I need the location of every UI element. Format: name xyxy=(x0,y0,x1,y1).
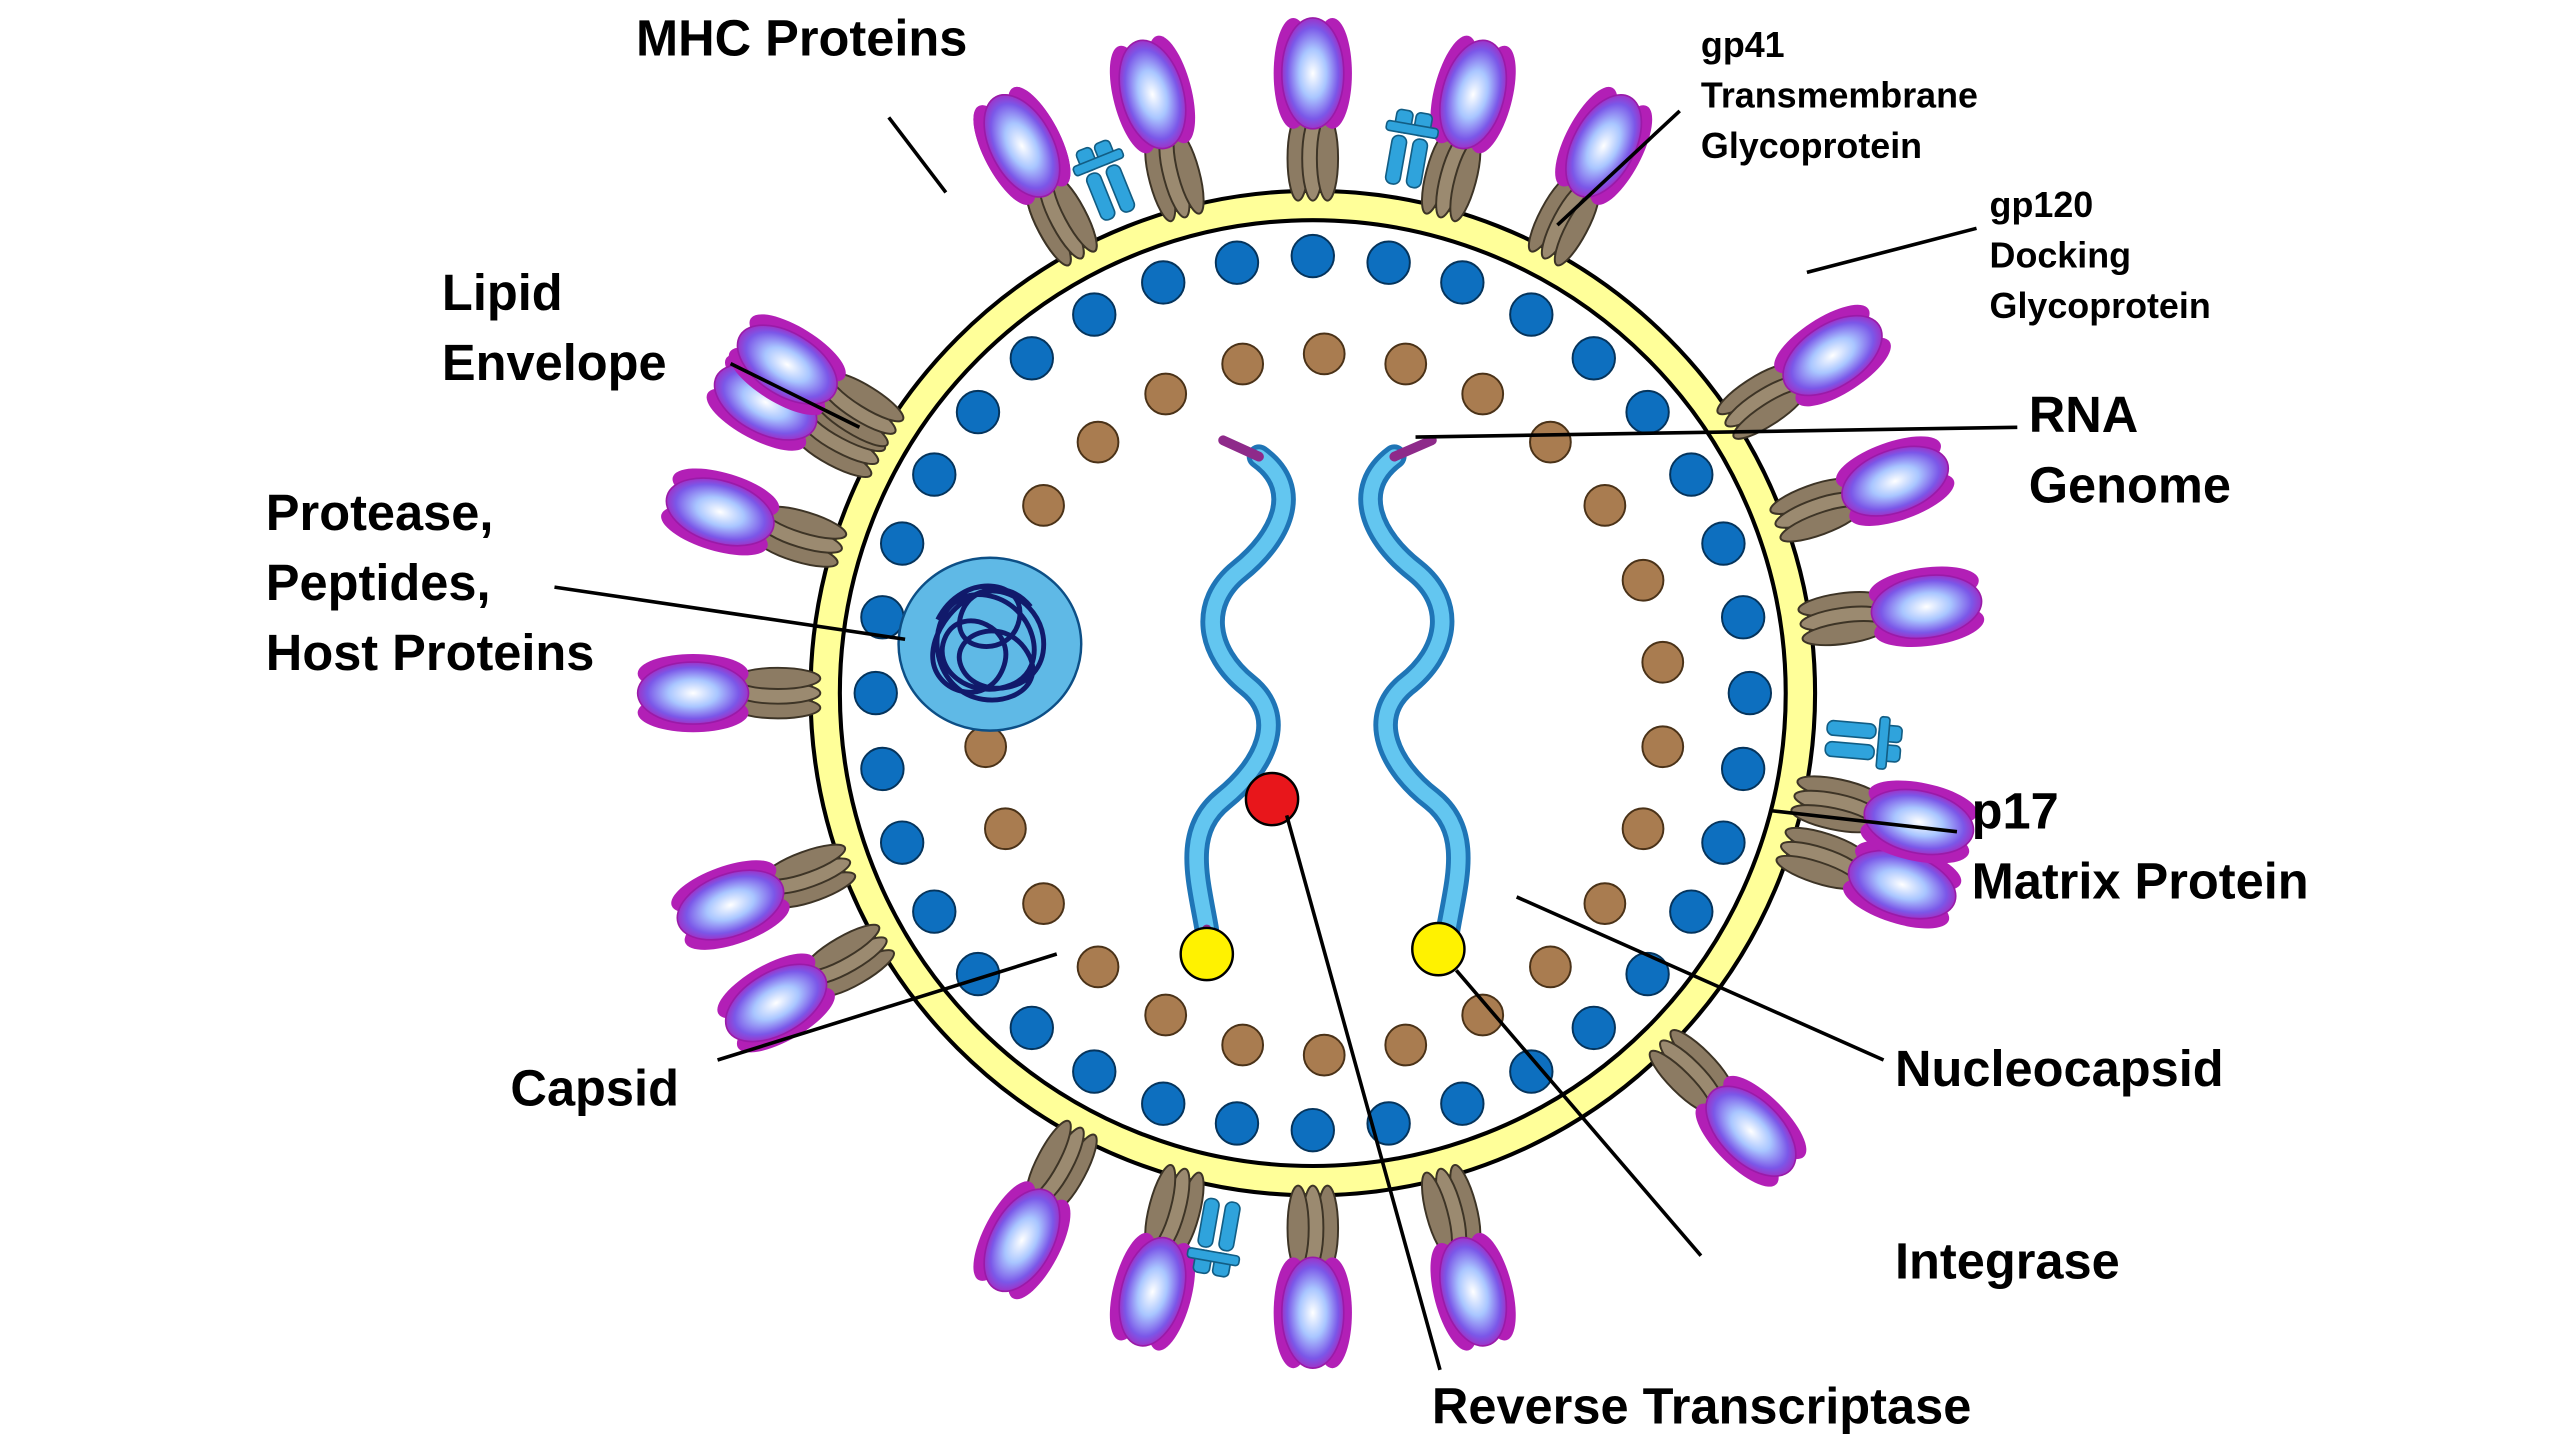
capsid-protein-dot xyxy=(1221,1023,1265,1067)
capsid-protein-dot xyxy=(1302,1033,1346,1077)
matrix-protein-dot xyxy=(1366,240,1411,285)
matrix-protein-dot xyxy=(860,746,905,792)
gp-spike xyxy=(1508,77,1666,278)
capsid-protein-dot xyxy=(1022,882,1065,925)
capsid-protein-dot xyxy=(1583,882,1627,925)
gp-spike xyxy=(1272,16,1353,202)
matrix-protein-dot xyxy=(1571,1005,1616,1051)
capsid-protein-dot xyxy=(1144,372,1188,416)
label-nucleocapsid: Nucleocapsid xyxy=(1895,1040,2224,1097)
matrix-protein-dot xyxy=(1141,260,1186,305)
capsid-protein-dot xyxy=(1641,725,1685,769)
matrix-protein-dot xyxy=(1214,240,1260,285)
matrix-protein-dot xyxy=(955,951,1001,997)
matrix-protein-dot xyxy=(1727,670,1773,716)
integrase-enzyme-right xyxy=(1411,921,1466,977)
capsid-protein-dot xyxy=(1076,945,1120,989)
matrix-protein-dot xyxy=(1701,820,1746,865)
matrix-protein-dot xyxy=(1669,452,1714,497)
capsid-protein-dot xyxy=(1144,993,1188,1037)
label-reverse-transcriptase: Reverse Transcriptase xyxy=(1432,1378,1972,1435)
label-protease: Protease, Peptides, Host Proteins xyxy=(266,484,595,681)
capsid-protein-dot xyxy=(1583,484,1627,527)
mhc-protein xyxy=(1823,711,1905,772)
capsid-protein-dot xyxy=(984,807,1027,851)
gp-spike xyxy=(1401,1157,1527,1357)
label-integrase: Integrase xyxy=(1895,1233,2120,1290)
matrix-protein-dot xyxy=(1214,1101,1260,1146)
gp-spike xyxy=(1794,559,1988,665)
integrase-enzyme-left xyxy=(1179,926,1235,982)
gp-spike xyxy=(654,457,855,588)
capsid-protein-dot xyxy=(964,725,1008,769)
label-mhc-proteins: MHC Proteins xyxy=(636,9,967,66)
capsid-protein-dot xyxy=(1022,484,1065,527)
capsid-protein-dot xyxy=(1076,420,1120,464)
matrix-protein-dot xyxy=(1290,233,1335,279)
matrix-protein-dot xyxy=(1141,1081,1186,1126)
matrix-protein-dot xyxy=(879,521,925,566)
matrix-protein-dot xyxy=(1440,260,1485,305)
matrix-protein-dot xyxy=(912,889,957,934)
capsid-protein-dot xyxy=(1302,332,1346,376)
reverse-transcriptase-enzyme xyxy=(1244,771,1300,827)
matrix-protein-dot xyxy=(1290,1107,1335,1153)
matrix-protein-dot xyxy=(955,389,1001,435)
capsid-protein-dot xyxy=(1461,372,1505,416)
capsid-protein-dot xyxy=(1529,945,1572,989)
capsid-protein-dot xyxy=(1221,342,1265,386)
matrix-protein-dot xyxy=(853,670,898,716)
capsid-protein-dot xyxy=(1384,342,1428,386)
matrix-protein-dot xyxy=(1009,1005,1054,1051)
leader-lines xyxy=(554,109,2018,1371)
label-lipid-envelope: Lipid Envelope xyxy=(442,264,667,391)
capsid-protein-dot xyxy=(1461,993,1505,1037)
matrix-protein-dot xyxy=(1701,521,1746,566)
capsid-protein-dot xyxy=(1641,640,1685,684)
capsid-protein-dot xyxy=(1621,807,1665,851)
capsid-protein-dot xyxy=(1529,420,1572,464)
matrix-protein-dot xyxy=(1509,1049,1554,1094)
matrix-protein-dot xyxy=(1072,1049,1117,1094)
label-gp41: gp41 Transmembrane Glycoprotein xyxy=(1701,25,1988,166)
matrix-protein-dot xyxy=(1720,746,1766,792)
gp-spike xyxy=(636,652,822,734)
matrix-protein-dot xyxy=(1509,292,1554,337)
matrix-protein-dot xyxy=(1072,292,1117,337)
matrix-protein-dot xyxy=(1009,336,1054,381)
label-p17-matrix: p17 Matrix Protein xyxy=(1972,782,2309,909)
gp-spike xyxy=(1272,1184,1353,1370)
matrix-protein-dot xyxy=(912,452,957,497)
matrix-protein-dot xyxy=(879,820,925,865)
matrix-protein-dot xyxy=(1366,1101,1411,1146)
gp-spike xyxy=(1632,1012,1819,1200)
matrix-protein-dot xyxy=(1625,389,1670,435)
p17-matrix-proteins xyxy=(853,233,1773,1153)
matrix-protein-dot xyxy=(1720,595,1766,640)
gp-spike xyxy=(1761,424,1962,563)
capsid-protein-dot xyxy=(1621,558,1665,602)
matrix-protein-dot xyxy=(1571,336,1616,381)
capsid-protein-dot xyxy=(1384,1023,1428,1067)
host-protein-tangle xyxy=(930,583,1047,703)
gp-spike xyxy=(960,1108,1118,1309)
matrix-protein-dot xyxy=(1625,951,1670,997)
label-rna-genome: RNA Genome xyxy=(2029,386,2231,513)
matrix-protein-dot xyxy=(1669,889,1714,934)
label-gp120: gp120 Docking Glycoprotein xyxy=(1990,185,2211,326)
label-capsid: Capsid xyxy=(510,1060,679,1117)
matrix-protein-dot xyxy=(1440,1081,1485,1126)
